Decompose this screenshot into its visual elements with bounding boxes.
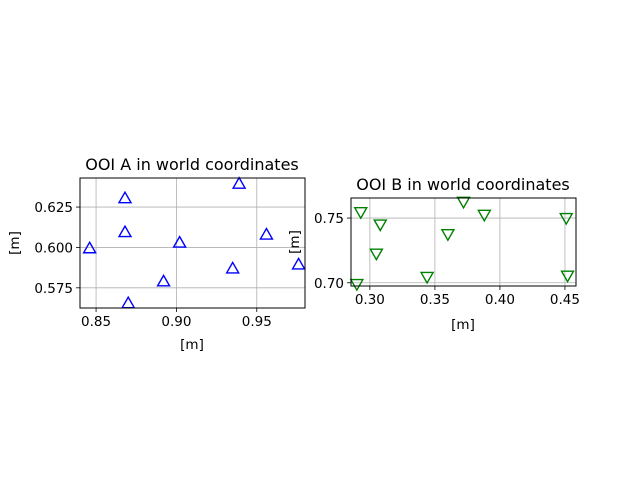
data-point <box>369 248 384 262</box>
chart-ooi-a: OOI A in world coordinates 0.85 0.90 0.950… <box>7 155 306 353</box>
chart-title: OOI A in world coordinates <box>85 155 299 174</box>
x-tick-label: 0.90 <box>161 314 191 330</box>
y-tick-label: 0.575 <box>34 281 73 297</box>
data-point <box>373 219 388 232</box>
x-axis-label: [m] <box>451 317 475 333</box>
data-point <box>353 207 368 220</box>
data-point <box>291 256 306 270</box>
data-point <box>559 212 574 226</box>
data-point <box>117 224 133 238</box>
x-tick-label: 0.40 <box>485 292 515 308</box>
data-point <box>477 209 492 223</box>
data-point <box>419 271 435 285</box>
tick-labels: 0.30 0.35 0.40 0.45 0.70 0.75 <box>314 211 580 308</box>
data-point <box>82 240 97 254</box>
data-points <box>82 176 306 309</box>
data-point <box>231 176 247 189</box>
data-point <box>456 196 471 210</box>
y-tick-label: 0.75 <box>314 211 344 227</box>
x-tick-label: 0.30 <box>355 292 385 308</box>
chart-title: OOI B in world coordinates <box>356 175 570 194</box>
data-point <box>172 235 187 248</box>
plot-frame <box>79 177 306 309</box>
gridlines <box>351 198 576 286</box>
gridlines <box>80 178 305 308</box>
y-axis-label: [m] <box>7 231 23 255</box>
data-point <box>560 270 575 284</box>
x-tick-label: 0.35 <box>420 292 450 308</box>
data-point <box>349 278 365 292</box>
plot-frame <box>350 197 577 287</box>
x-tick-label: 0.95 <box>242 314 272 330</box>
data-points <box>349 196 575 292</box>
y-tick-label: 0.625 <box>34 200 73 216</box>
x-tick-label: 0.45 <box>550 292 580 308</box>
data-point <box>121 295 136 309</box>
data-point <box>156 273 171 287</box>
data-point <box>440 229 456 242</box>
y-tick-label: 0.70 <box>314 276 344 292</box>
y-axis-label: [m] <box>287 230 303 254</box>
data-point <box>259 227 274 240</box>
x-tick-label: 0.85 <box>81 314 111 330</box>
x-axis-label: [m] <box>180 337 204 353</box>
data-point <box>225 261 240 274</box>
tick-labels: 0.85 0.90 0.95 0.575 0.600 0.625 <box>34 200 271 330</box>
chart-ooi-b: OOI B in world coordinates 0.30 0.35 0.40 0… <box>287 175 580 333</box>
data-point <box>117 190 133 204</box>
y-tick-label: 0.600 <box>34 240 73 256</box>
